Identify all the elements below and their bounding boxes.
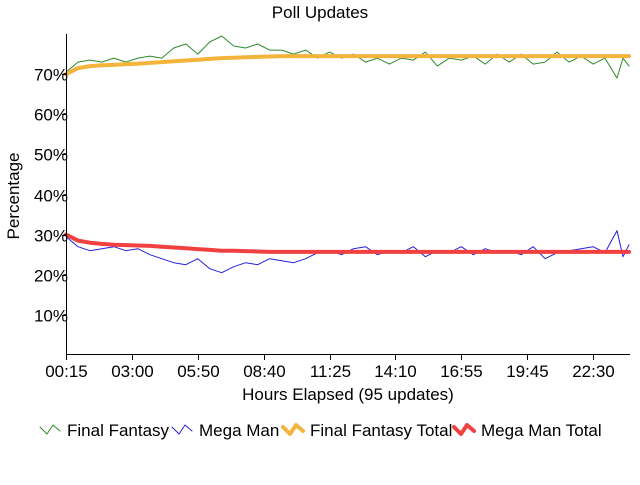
legend-swatch <box>39 424 61 435</box>
legend-item-final-fantasy: Final Fantasy <box>39 421 170 440</box>
chart-title: Poll Updates <box>272 3 368 22</box>
x-axis-label: Hours Elapsed (95 updates) <box>242 385 454 404</box>
legend-label: Final Fantasy <box>67 421 170 440</box>
legend-label: Mega Man Total <box>481 421 602 440</box>
legend-item-mega-man: Mega Man <box>171 421 279 440</box>
legend-swatch <box>452 423 476 436</box>
x-tick-label: 03:00 <box>111 362 154 381</box>
y-tick-label: 40% <box>34 187 68 206</box>
x-tick-label: 14:10 <box>374 362 417 381</box>
y-ticks: 10% 20% 30% 40% 50% 60% 70% <box>34 66 68 326</box>
y-tick-label: 70% <box>34 66 68 85</box>
y-tick-label: 30% <box>34 227 68 246</box>
y-tick-label: 60% <box>34 106 68 125</box>
x-tick-label: 11:25 <box>310 362 351 381</box>
y-tick-label: 10% <box>34 307 68 326</box>
legend-item-final-fantasy-total: Final Fantasy Total <box>281 421 452 440</box>
series-layer <box>64 35 631 274</box>
plot-area: 10% 20% 30% 40% 50% 60% 70% 00:15 03:00 05:50 08:… <box>34 34 631 381</box>
x-ticks: 00:15 03:00 05:50 08:40 11:25 14:10 16:55 19:45… <box>45 355 615 381</box>
x-tick-label: 19:45 <box>506 362 549 381</box>
series-line-mega-man <box>65 230 630 274</box>
x-tick-label: 08:40 <box>243 362 286 381</box>
legend-swatch <box>281 423 305 436</box>
series-line-final-fantasy-total <box>64 54 631 77</box>
legend-label: Mega Man <box>199 421 279 440</box>
y-tick-label: 20% <box>34 267 68 286</box>
legend-swatch <box>171 424 193 435</box>
series-line-mega-man-total <box>64 232 631 254</box>
y-tick-label: 50% <box>34 146 68 165</box>
x-tick-label: 22:30 <box>572 362 615 381</box>
x-tick-label: 05:50 <box>177 362 220 381</box>
legend-item-mega-man-total: Mega Man Total <box>452 421 602 440</box>
x-tick-label: 16:55 <box>440 362 483 381</box>
legend: Final Fantasy Mega Man Final Fantasy Total… <box>39 421 602 440</box>
x-tick-label: 00:15 <box>45 362 88 381</box>
legend-label: Final Fantasy Total <box>310 421 452 440</box>
y-axis-label: Percentage <box>4 153 23 240</box>
